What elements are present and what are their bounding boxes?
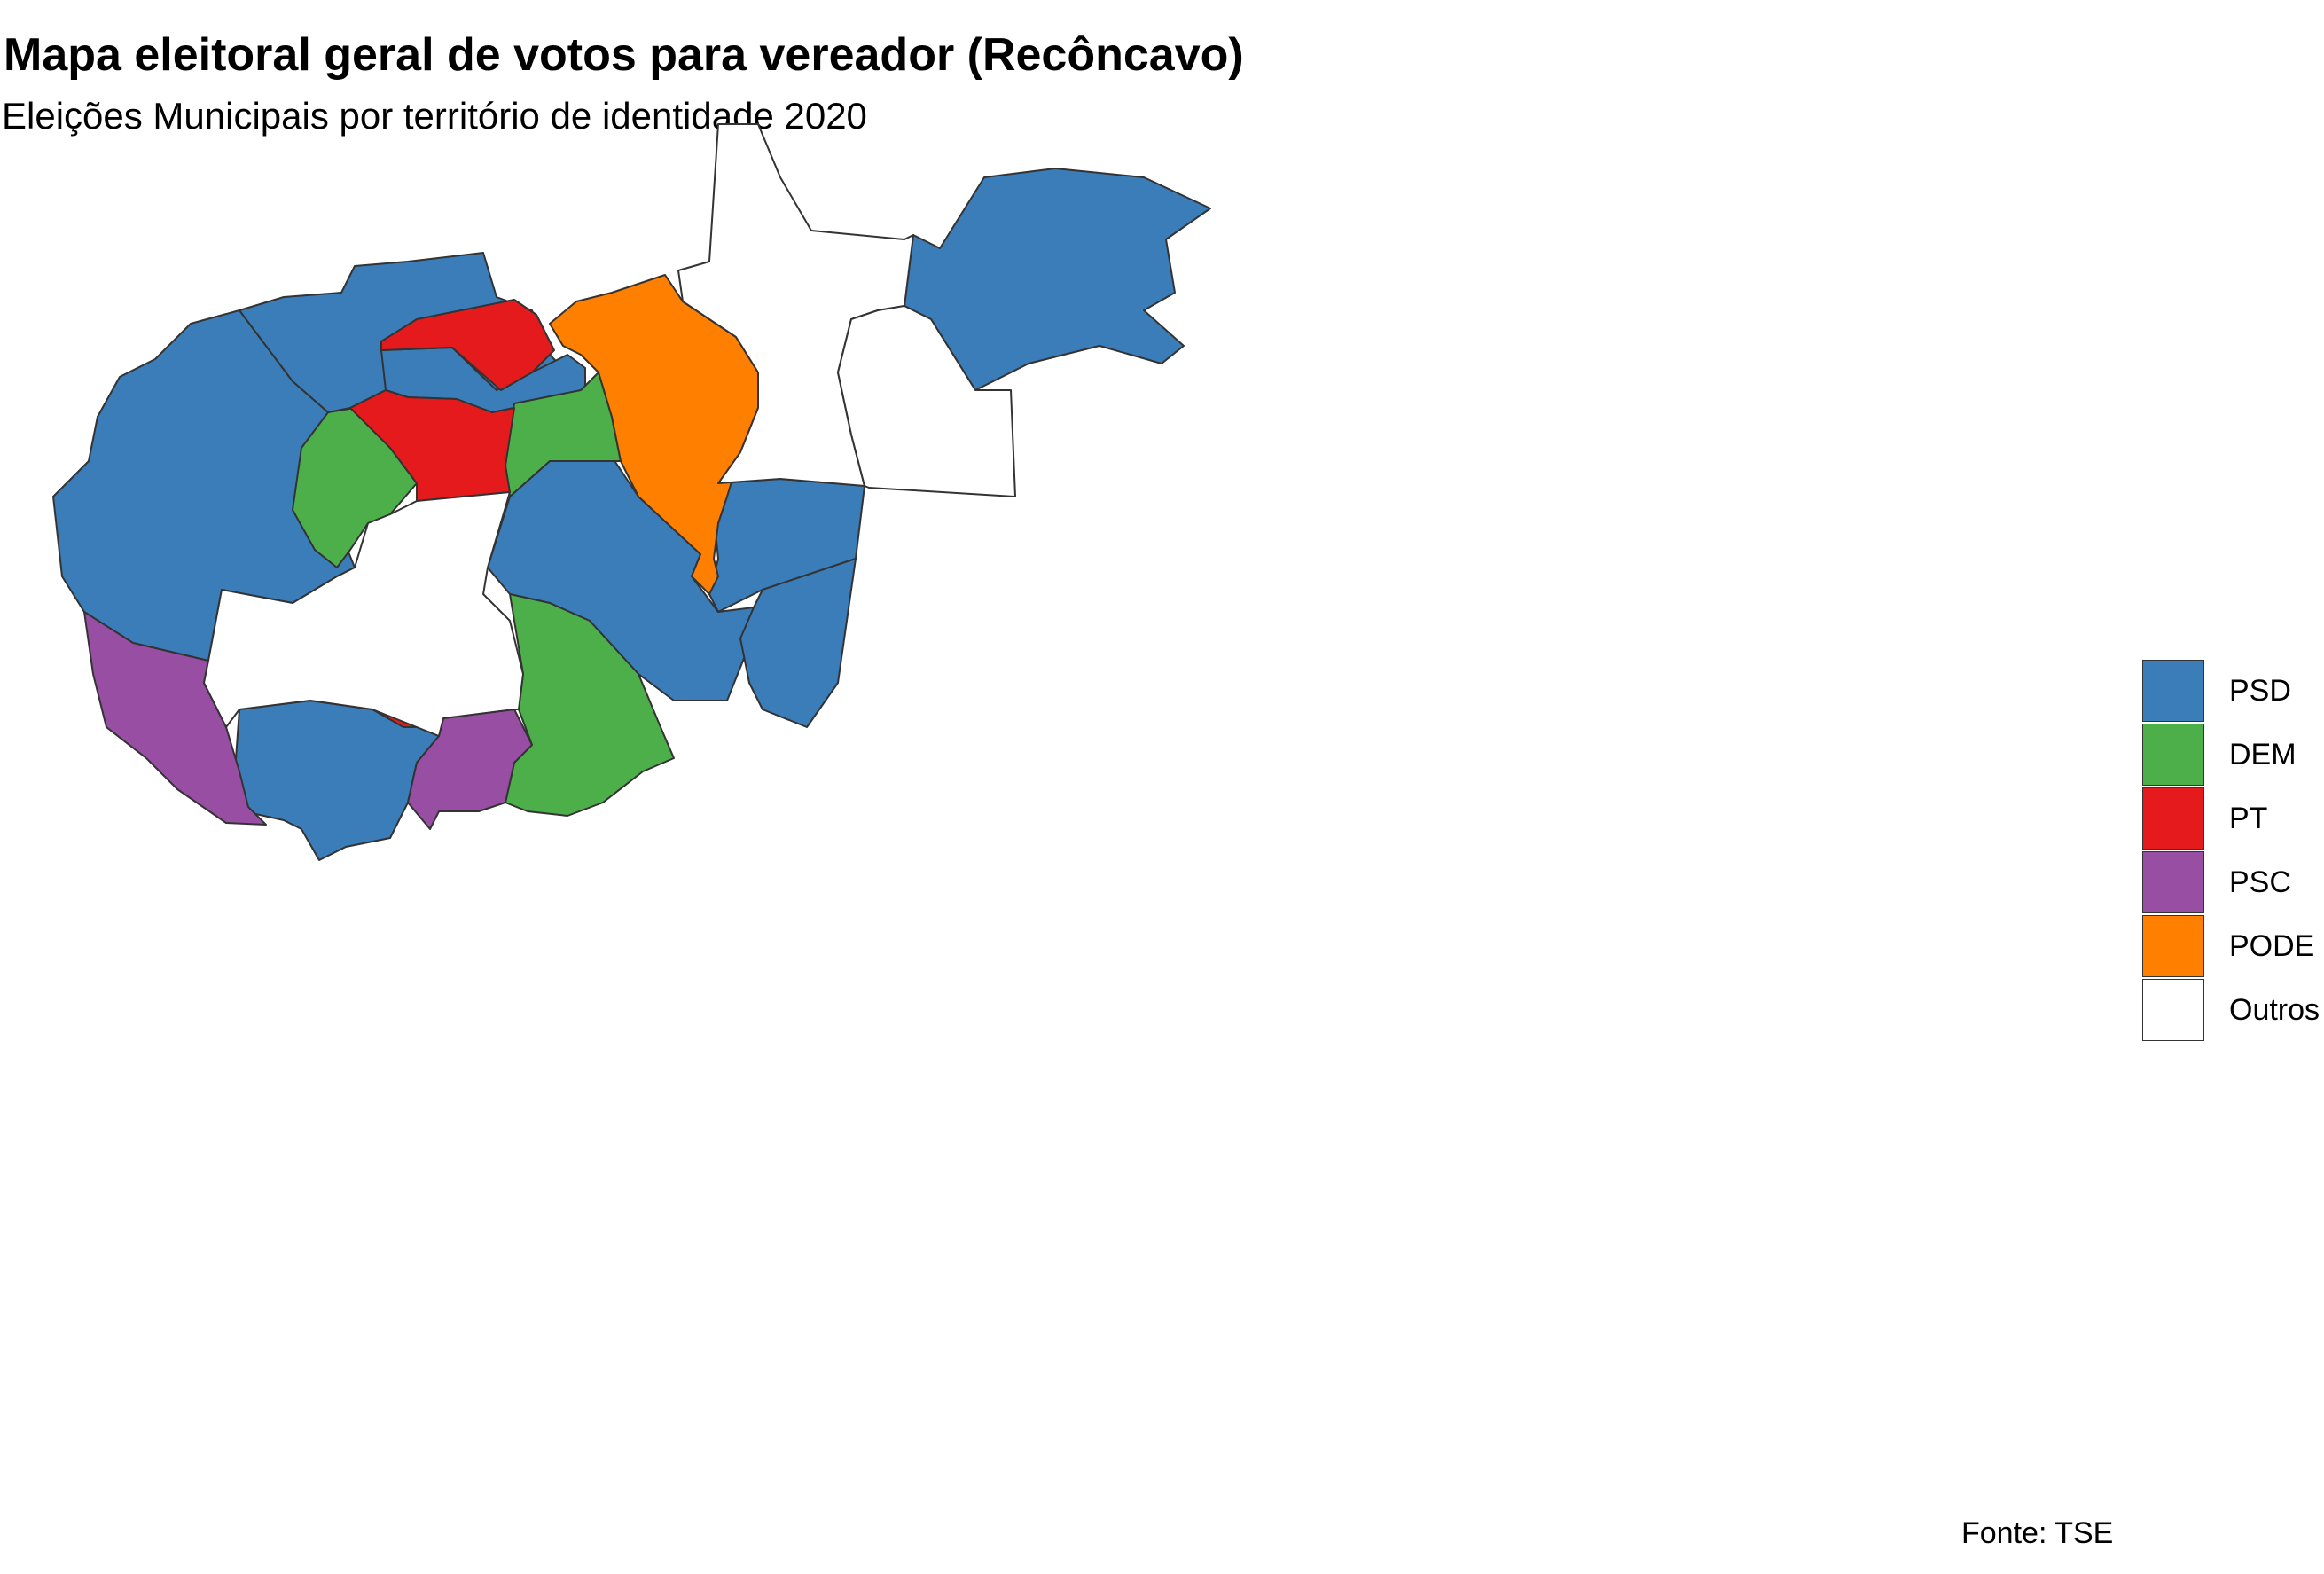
legend-label-psc: PSC [2229, 865, 2291, 899]
map-region-pt [349, 389, 515, 502]
legend-label-psd: PSD [2229, 674, 2291, 708]
source-caption: Fonte: TSE [1961, 1516, 2114, 1550]
map-region-dem [505, 593, 675, 817]
legend-label-pt: PT [2229, 802, 2268, 835]
map-region-pode [549, 274, 759, 595]
legend-label-dem: DEM [2229, 738, 2297, 771]
map-region-outros [837, 305, 1016, 497]
map-region-psc [407, 709, 533, 830]
legend-label-pode: PODE [2229, 929, 2315, 963]
legend-swatch-psc [2142, 851, 2204, 913]
map-region-psd [739, 558, 857, 728]
map-region-outros [203, 491, 524, 737]
legend-swatch-pode [2142, 915, 2204, 977]
legend-swatch-pt [2142, 787, 2204, 850]
map-region-pt [380, 299, 555, 391]
legend-swatch-outros [2142, 979, 2204, 1041]
legend-swatch-psd [2142, 660, 2204, 722]
legend-label-outros: Outros [2229, 993, 2320, 1027]
map-title: Mapa eleitoral geral de votos para verea… [4, 29, 1244, 81]
map-regions [52, 123, 1211, 861]
legend-swatch-dem [2142, 724, 2204, 786]
